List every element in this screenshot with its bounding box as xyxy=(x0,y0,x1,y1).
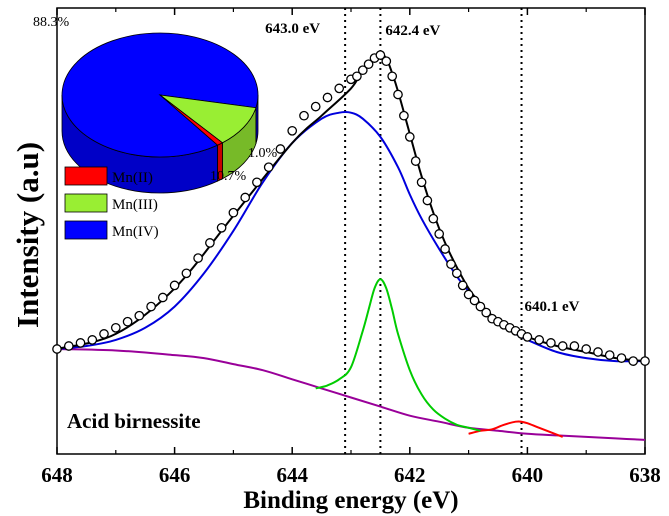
data-point xyxy=(387,71,398,82)
data-point xyxy=(99,329,109,339)
data-point xyxy=(422,195,433,206)
data-point xyxy=(87,335,98,345)
x-tick-label: 638 xyxy=(629,463,661,487)
data-point xyxy=(428,213,439,224)
data-point xyxy=(75,338,86,348)
data-point xyxy=(352,71,362,82)
pie-slice-mnii xyxy=(159,94,224,146)
reference-lines xyxy=(344,8,523,454)
data-point xyxy=(205,238,215,248)
data-point xyxy=(146,301,156,312)
data-point xyxy=(457,280,468,291)
data-point xyxy=(399,110,409,121)
data-point xyxy=(357,65,368,76)
data-point xyxy=(110,322,121,333)
data-point xyxy=(481,307,492,318)
x-axis-title: Binding energy (eV) xyxy=(243,487,458,514)
legend-label: Mn(III) xyxy=(112,197,158,213)
data-point xyxy=(181,268,192,279)
data-point xyxy=(310,101,321,112)
data-point xyxy=(263,162,274,173)
data-point xyxy=(287,125,298,136)
x-ticks: 648 646 644 642 640 638 xyxy=(41,8,661,487)
data-point xyxy=(451,268,462,279)
x-tick-label: 646 xyxy=(159,463,191,487)
data-point xyxy=(363,59,374,70)
data-point xyxy=(446,259,456,270)
data-point xyxy=(393,89,403,100)
data-point xyxy=(381,56,392,67)
legend-swatch xyxy=(64,220,108,240)
x-tick-label: 640 xyxy=(512,463,544,487)
data-point xyxy=(434,229,445,239)
data-point xyxy=(322,92,333,103)
legend-label: Mn(IV) xyxy=(112,224,159,240)
data-point xyxy=(604,350,615,360)
data-point xyxy=(628,356,639,366)
data-point xyxy=(193,253,203,263)
data-point xyxy=(569,341,580,351)
pie-percent-label: 88.3% xyxy=(33,15,70,30)
legend-label: Mn(II) xyxy=(112,170,153,186)
data-point xyxy=(169,280,180,291)
data-point xyxy=(404,132,415,142)
data-point xyxy=(63,341,74,351)
data-point xyxy=(228,207,239,218)
data-point xyxy=(534,335,545,345)
inset-pie-chart: 88.3% 10.7%1.0% xyxy=(33,15,278,194)
data-point xyxy=(581,344,592,354)
data-point xyxy=(410,156,421,166)
data-point xyxy=(216,222,227,233)
data-point xyxy=(593,347,603,357)
data-point xyxy=(134,310,145,321)
data-point xyxy=(299,110,309,121)
data-point xyxy=(275,144,286,154)
x-tick-label: 642 xyxy=(394,463,426,487)
sample-label: Acid birnessite xyxy=(67,409,201,433)
data-point xyxy=(157,292,168,303)
peak-label: 643.0 eV xyxy=(265,21,320,37)
pie-percent-label: 10.7% xyxy=(210,169,247,184)
data-point xyxy=(616,353,627,363)
data-point xyxy=(469,295,480,306)
data-point xyxy=(240,192,251,203)
x-tick-label: 644 xyxy=(276,463,308,487)
data-point xyxy=(416,177,427,188)
mn3-curve xyxy=(315,278,481,432)
data-point xyxy=(475,301,486,312)
legend-swatch xyxy=(64,166,108,186)
x-tick-label: 648 xyxy=(41,463,73,487)
y-axis-title: Intensity (a.u) xyxy=(10,142,45,328)
data-point xyxy=(334,83,345,94)
data-point xyxy=(546,338,556,348)
data-point xyxy=(522,332,533,342)
peak-label: 640.1 eV xyxy=(525,299,580,315)
data-point xyxy=(463,289,474,300)
data-point xyxy=(557,341,568,351)
data-point xyxy=(252,177,262,188)
data-point xyxy=(440,244,450,254)
data-point xyxy=(640,356,650,366)
peak-annotations: 643.0 eV 642.4 eV 640.1 eV xyxy=(265,21,580,315)
data-point xyxy=(375,50,386,60)
data-point xyxy=(122,316,133,327)
data-points xyxy=(52,50,650,366)
pie-percent-label: 1.0% xyxy=(248,146,278,161)
inset-legend: Mn(II) Mn(III) Mn(IV) xyxy=(64,166,159,240)
peak-label: 642.4 eV xyxy=(385,23,440,39)
legend-swatch xyxy=(64,193,108,213)
data-point xyxy=(52,344,62,354)
mn2-curve xyxy=(468,420,564,438)
